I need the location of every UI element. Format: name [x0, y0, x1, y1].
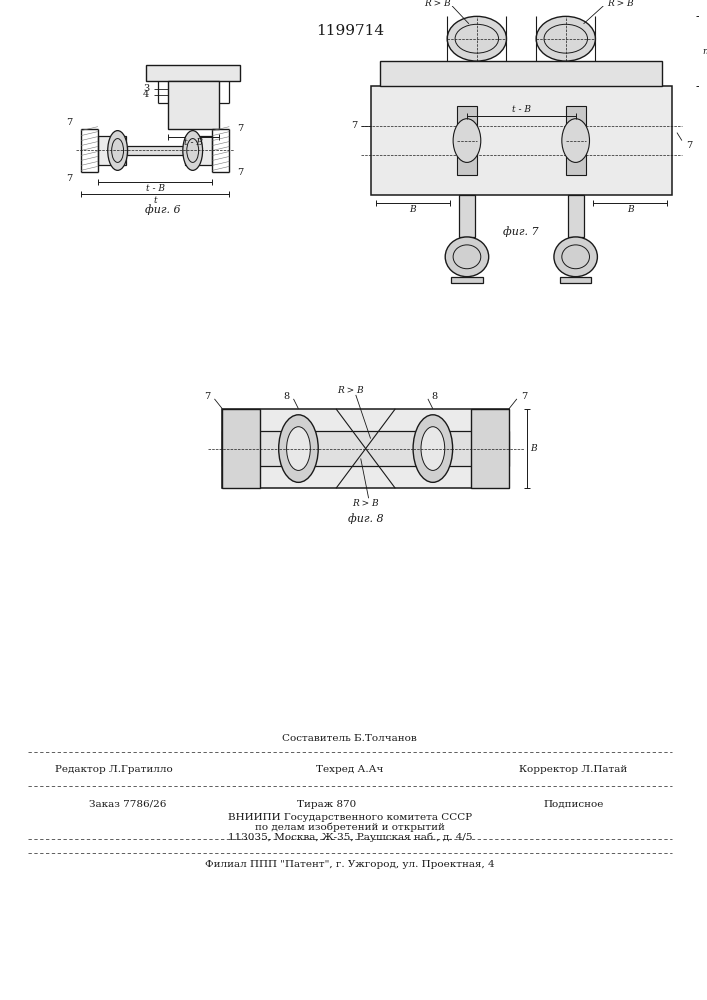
- Bar: [223, 409, 509, 488]
- Text: Составитель Б.Толчанов: Составитель Б.Толчанов: [283, 734, 417, 743]
- Text: 7: 7: [686, 141, 692, 150]
- Text: Техред А.Ач: Техред А.Ач: [316, 765, 383, 774]
- Ellipse shape: [448, 16, 506, 61]
- Text: ВНИИПИ Государственного комитета СССР: ВНИИПИ Государственного комитета СССР: [228, 813, 472, 822]
- Ellipse shape: [445, 237, 489, 277]
- Ellipse shape: [107, 131, 127, 170]
- Text: 7: 7: [204, 392, 211, 401]
- Ellipse shape: [183, 131, 203, 170]
- Ellipse shape: [554, 237, 597, 277]
- Text: R > B: R > B: [607, 0, 633, 8]
- Ellipse shape: [413, 415, 452, 482]
- Text: n: n: [703, 47, 707, 56]
- Text: t - B: t - B: [146, 184, 165, 193]
- Ellipse shape: [286, 427, 310, 470]
- Text: t - B: t - B: [512, 105, 531, 114]
- Text: B: B: [530, 444, 537, 453]
- Text: 3: 3: [143, 84, 149, 93]
- Bar: [146, 65, 240, 81]
- Text: 7: 7: [520, 392, 527, 401]
- Text: B: B: [626, 205, 633, 214]
- Text: 4: 4: [143, 90, 149, 99]
- Text: фиг. 7: фиг. 7: [503, 227, 539, 237]
- Bar: [168, 81, 219, 129]
- Ellipse shape: [453, 119, 481, 162]
- Bar: [568, 195, 583, 237]
- Bar: [223, 431, 509, 466]
- Text: 8: 8: [284, 392, 290, 401]
- Text: t: t: [153, 196, 157, 205]
- Ellipse shape: [562, 119, 590, 162]
- Text: R > B: R > B: [337, 386, 364, 395]
- Text: Филиал ППП "Патент", г. Ужгород, ул. Проектная, 4: Филиал ППП "Патент", г. Ужгород, ул. Про…: [205, 860, 495, 869]
- Ellipse shape: [536, 16, 595, 61]
- Text: Корректор Л.Патай: Корректор Л.Патай: [519, 765, 627, 774]
- Text: 113035, Москва, Ж-35, Раушская наб., д. 4/5: 113035, Москва, Ж-35, Раушская наб., д. …: [228, 832, 472, 842]
- Text: по делам изобретений и открытий: по делам изобретений и открытий: [255, 822, 445, 832]
- Text: Подписное: Подписное: [543, 800, 603, 809]
- Bar: [185, 136, 213, 165]
- Bar: [459, 195, 475, 237]
- Bar: [472, 409, 509, 488]
- Bar: [370, 86, 672, 195]
- Ellipse shape: [279, 415, 318, 482]
- Text: Заказ 7786/26: Заказ 7786/26: [89, 800, 166, 809]
- Text: B: B: [409, 205, 416, 214]
- Text: 8: 8: [432, 392, 438, 401]
- Bar: [98, 136, 126, 165]
- Text: Редактор Л.Гратилло: Редактор Л.Гратилло: [54, 765, 173, 774]
- Text: 1199714: 1199714: [316, 24, 384, 38]
- Bar: [380, 61, 662, 86]
- Text: 7: 7: [66, 118, 72, 127]
- Bar: [566, 106, 585, 175]
- Bar: [457, 106, 477, 175]
- Text: фиг. 8: фиг. 8: [348, 513, 383, 524]
- Text: Тираж 870: Тираж 870: [296, 800, 356, 809]
- Text: R > B: R > B: [352, 499, 379, 508]
- Bar: [127, 146, 183, 155]
- Ellipse shape: [421, 427, 445, 470]
- Bar: [223, 409, 260, 488]
- Text: 7: 7: [66, 174, 72, 183]
- Text: R > B: R > B: [424, 0, 450, 8]
- Text: 7: 7: [237, 124, 243, 133]
- Text: 7: 7: [351, 121, 357, 130]
- Text: 7: 7: [237, 168, 243, 177]
- Text: t - B: t - B: [185, 138, 203, 147]
- Bar: [451, 277, 483, 283]
- Text: фиг. 6: фиг. 6: [145, 205, 181, 215]
- Bar: [560, 277, 592, 283]
